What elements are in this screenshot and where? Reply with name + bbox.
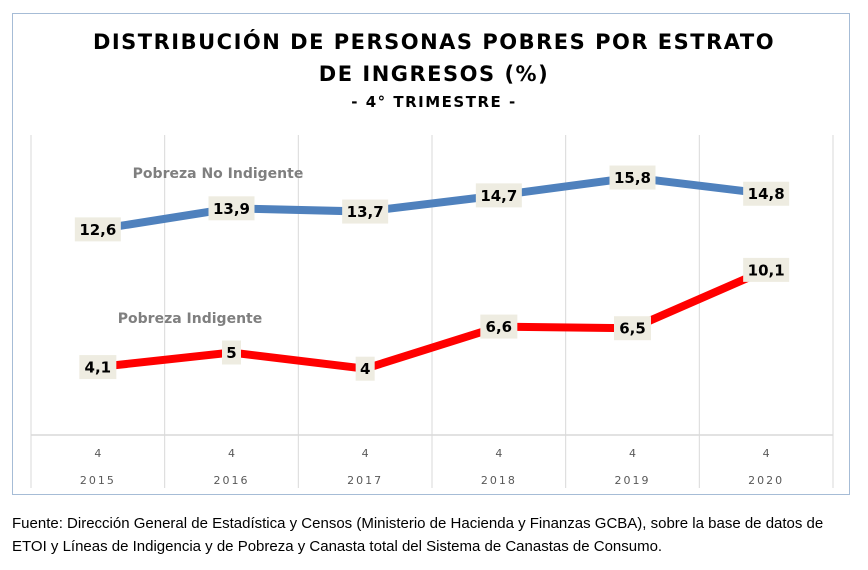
source-note-line1: Fuente: Dirección General de Estadística…	[12, 515, 824, 532]
data-label: 13,7	[347, 203, 384, 221]
series-label: Pobreza Indigente	[118, 311, 262, 327]
x-tick-year: 2019	[615, 474, 651, 487]
gridlines	[30, 135, 834, 488]
series-line-indigente	[97, 266, 768, 373]
data-label: 13,9	[213, 200, 250, 218]
x-axis: 4 2015 4 2016 4 2017 4 2018 4 2019 4 2020	[31, 434, 833, 487]
x-tick-year: 2018	[481, 474, 517, 487]
data-label-box	[743, 181, 790, 206]
data-label-box	[222, 340, 241, 365]
x-tick-quarter: 4	[94, 447, 101, 460]
chart-title-line2: DE INGRESOS (%)	[318, 62, 550, 86]
x-tick-quarter: 4	[629, 447, 636, 460]
data-label: 14,7	[480, 187, 517, 205]
chart-title: DISTRIBUCIÓN DE PERSONAS POBRES POR ESTR…	[92, 30, 776, 54]
data-label: 5	[226, 344, 236, 362]
data-label: 14,8	[748, 185, 785, 203]
data-label: 4	[360, 360, 370, 378]
x-tick-year: 2016	[214, 474, 250, 487]
x-tick-quarter: 4	[362, 447, 369, 460]
x-tick-quarter: 4	[495, 447, 502, 460]
data-label-box	[614, 316, 651, 341]
data-label: 10,1	[748, 261, 785, 279]
data-label: 6,6	[486, 318, 513, 336]
data-label-box	[355, 356, 375, 381]
data-label-box	[208, 196, 255, 221]
x-tick-year: 2015	[80, 474, 116, 487]
data-label: 12,6	[79, 221, 116, 239]
x-tick-quarter: 4	[228, 447, 235, 460]
data-labels: 12,6 13,9 13,7 14,7 15,8 14,8 4,1 5 4 6,6 6,5 10,1	[74, 165, 790, 381]
series-labels: Pobreza No Indigente Pobreza Indigente	[118, 166, 304, 327]
data-label-box	[743, 257, 790, 282]
data-label-box	[475, 183, 522, 208]
source-note-line2: ETOI y Líneas de Indigencia y de Pobreza…	[12, 538, 663, 555]
series-label: Pobreza No Indigente	[133, 166, 304, 182]
chart-subtitle: - 4° TRIMESTRE -	[351, 93, 517, 111]
data-label-box	[79, 355, 117, 380]
x-tick-year: 2017	[347, 474, 383, 487]
x-tick-quarter: 4	[763, 447, 770, 460]
data-label-box	[609, 165, 656, 190]
data-label-box	[480, 314, 518, 339]
data-label-box	[342, 199, 389, 224]
data-label: 6,5	[619, 320, 646, 338]
data-label: 4,1	[85, 359, 112, 377]
data-label: 15,8	[614, 169, 651, 187]
chart-frame	[12, 13, 850, 495]
data-label-box	[74, 217, 121, 242]
x-tick-year: 2020	[748, 474, 784, 487]
